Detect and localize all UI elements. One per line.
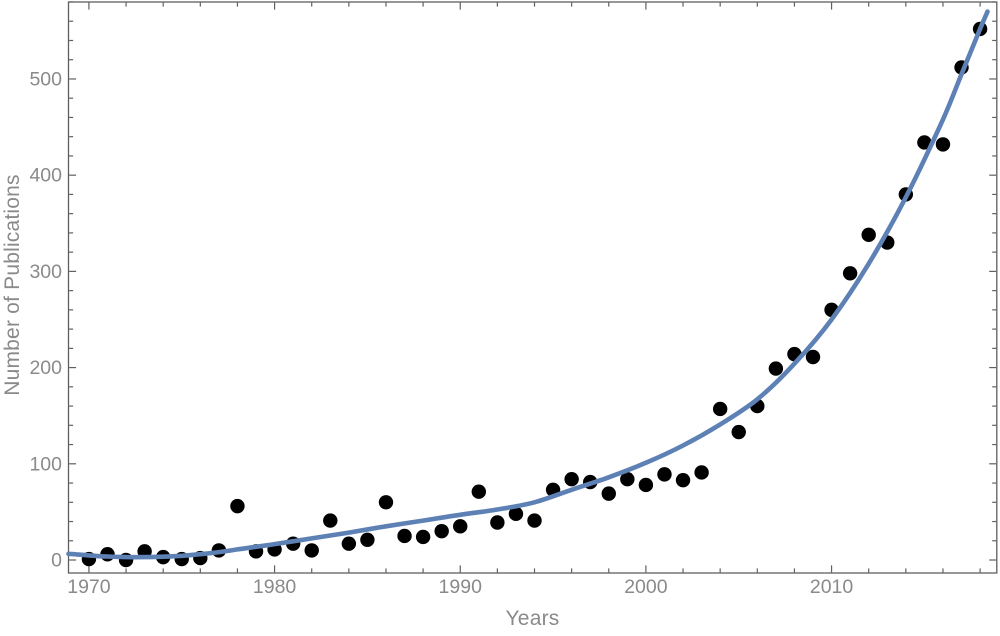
data-point [341, 536, 357, 551]
data-point [731, 424, 746, 440]
data-point [657, 467, 672, 482]
data-point [397, 528, 412, 544]
x-axis-label: Years [505, 607, 560, 630]
x-tick-label: 1970 [67, 576, 111, 598]
x-tick-label: 1980 [253, 576, 297, 598]
data-point [508, 506, 524, 522]
x-tick-label: 1990 [439, 576, 483, 598]
data-point [712, 401, 728, 417]
data-point [230, 498, 245, 514]
y-tick-label: 200 [29, 357, 62, 379]
data-point [415, 529, 431, 545]
data-point [490, 515, 505, 530]
y-tick-label: 500 [29, 68, 62, 90]
data-point [564, 471, 579, 487]
data-point [620, 471, 635, 487]
data-point [675, 472, 691, 488]
trend-line [66, 9, 990, 560]
y-tick-label: 300 [29, 261, 62, 283]
data-point [935, 137, 951, 152]
data-point [842, 266, 858, 281]
plot-frame [67, 1, 998, 574]
y-tick-label: 100 [29, 453, 62, 475]
data-point [323, 513, 338, 528]
y-tick-label: 0 [51, 550, 62, 572]
x-tick-label: 2000 [624, 576, 668, 598]
data-point [453, 519, 468, 534]
data-point [378, 495, 394, 510]
data-point [917, 135, 932, 150]
data-point [694, 465, 709, 480]
data-point [304, 543, 319, 558]
data-point [768, 361, 784, 376]
data-point [805, 349, 821, 365]
data-point [471, 484, 487, 499]
y-tick-label: 400 [29, 165, 62, 187]
data-point [527, 513, 542, 528]
data-point [601, 486, 616, 501]
data-point [434, 523, 449, 539]
data-point [861, 227, 876, 243]
x-tick-label: 2010 [810, 576, 854, 598]
y-axis-label: Number of Publications [1, 174, 24, 396]
data-point [638, 477, 654, 493]
data-point [360, 532, 375, 548]
